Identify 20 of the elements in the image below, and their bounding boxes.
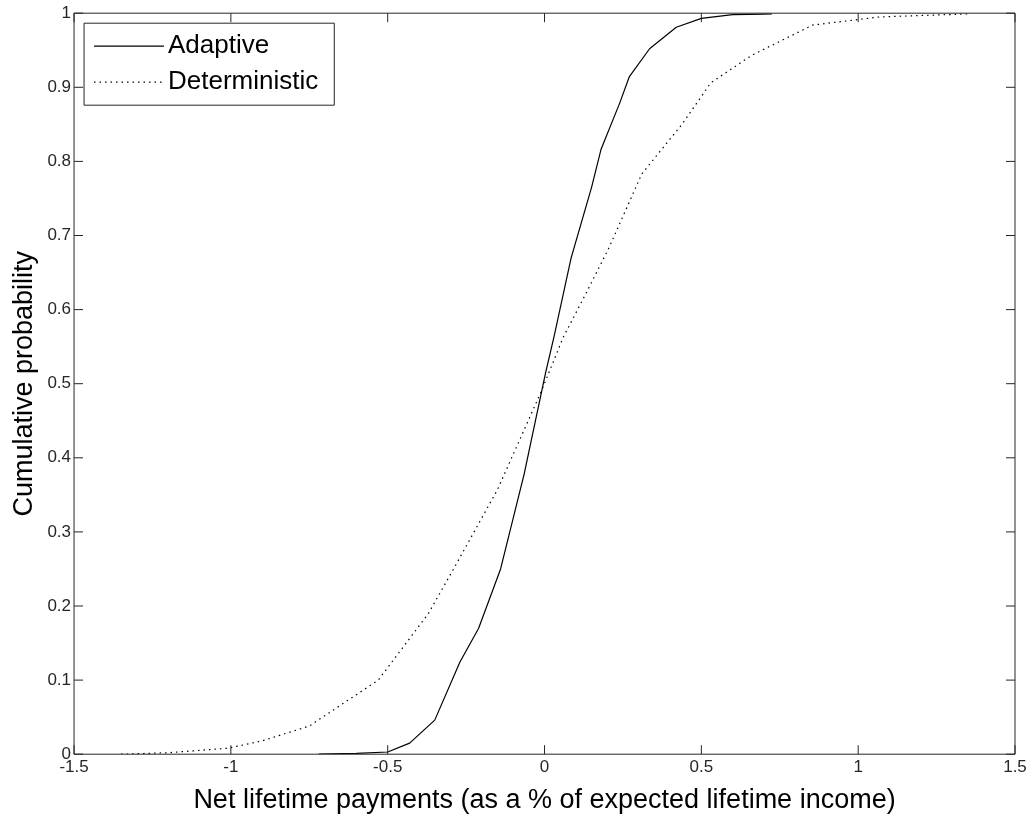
x-tick-label: 1 xyxy=(853,757,863,777)
y-tick-label: 0.4 xyxy=(47,447,72,467)
legend-label: Adaptive xyxy=(168,29,270,60)
x-tick-label: 1.5 xyxy=(1003,757,1027,777)
y-tick-label: 0.9 xyxy=(47,76,72,96)
legend-label: Deterministic xyxy=(168,65,319,96)
y-tick-label: 1 xyxy=(61,2,72,22)
y-tick-label: 0.5 xyxy=(47,373,72,393)
x-tick-label: -0.5 xyxy=(373,757,403,777)
x-tick-label: 0.5 xyxy=(689,757,714,777)
y-axis-title: Cumulative probability xyxy=(7,250,38,517)
y-tick-label: 0.3 xyxy=(47,521,72,541)
y-tick-label: 0.1 xyxy=(47,669,72,689)
y-tick-label: 0.2 xyxy=(47,595,72,615)
x-axis-title: Net lifetime payments (as a % of expected lifetime income) xyxy=(193,784,896,815)
y-tick-label: 0.7 xyxy=(47,225,72,245)
x-tick-label: 0 xyxy=(539,757,550,777)
x-tick-label: -1 xyxy=(223,757,239,777)
y-tick-label: 0.6 xyxy=(47,299,72,319)
y-tick-label: 0.8 xyxy=(47,151,72,171)
